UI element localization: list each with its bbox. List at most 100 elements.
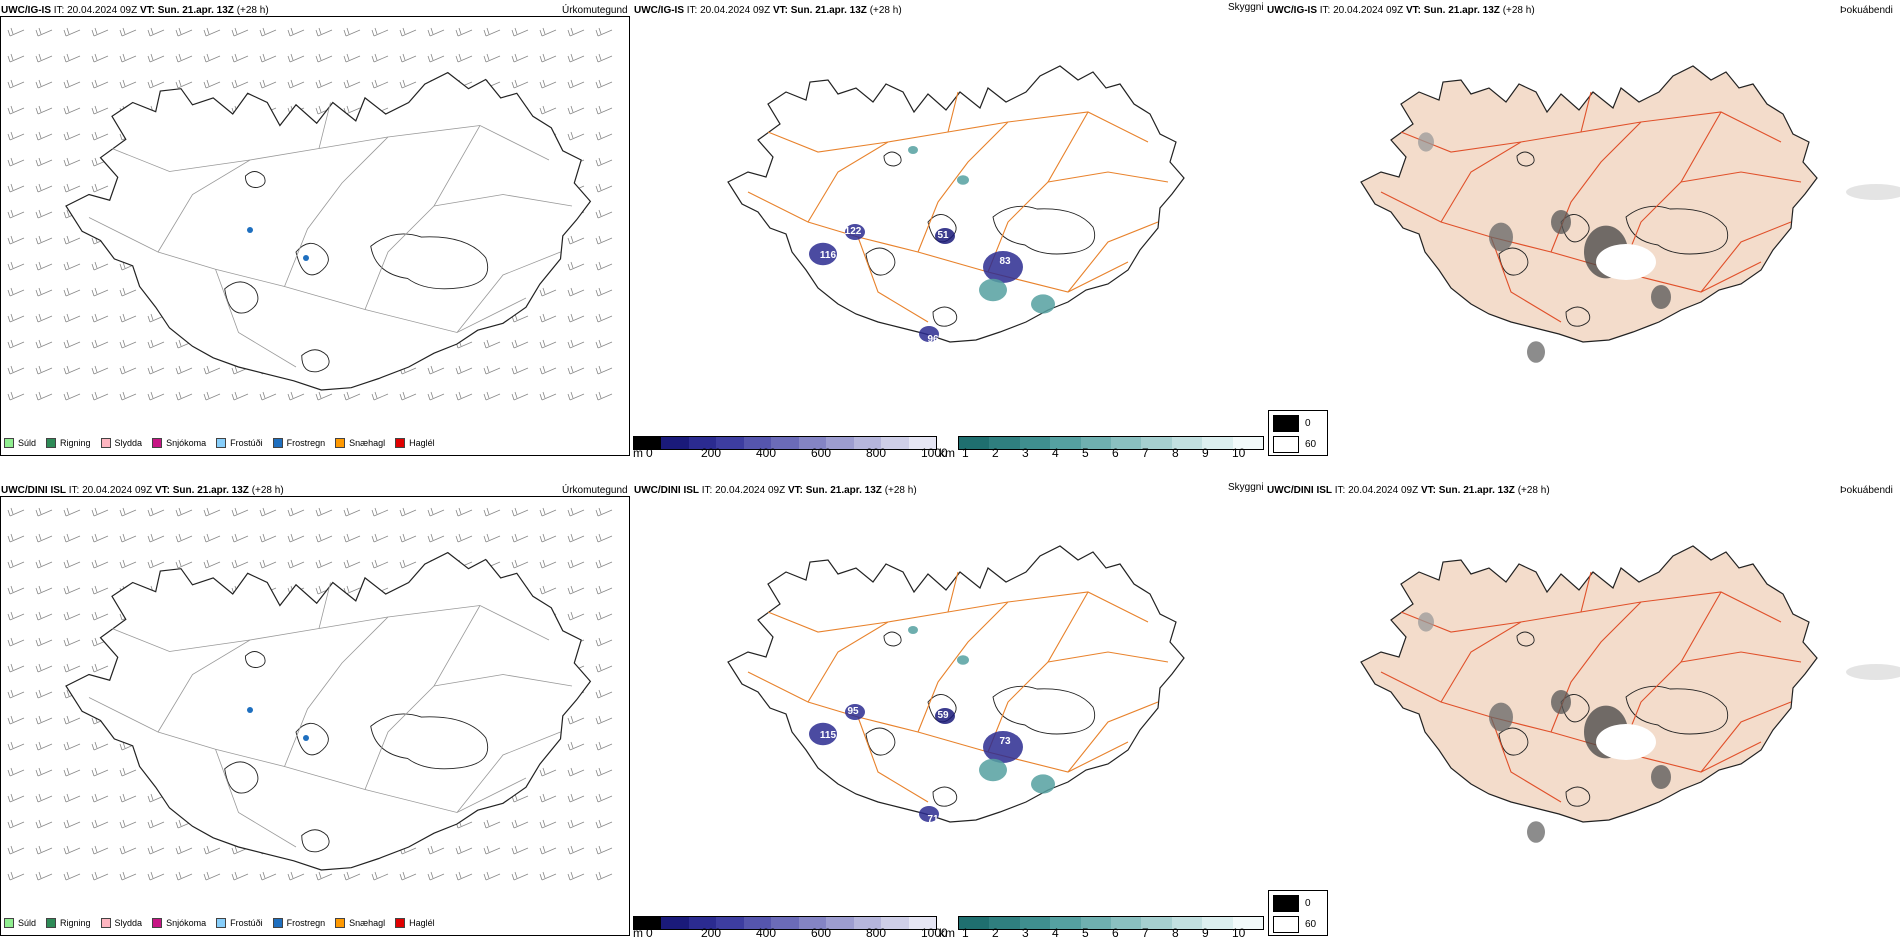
wind-barb-icon bbox=[35, 611, 53, 621]
visibility-tick: 8 bbox=[1172, 926, 1179, 940]
cloud-area bbox=[957, 175, 969, 185]
wind-barb-icon bbox=[7, 131, 25, 141]
visibility-tick: 7 bbox=[1142, 926, 1149, 940]
wind-barb-icon bbox=[483, 27, 501, 37]
wind-barb-icon bbox=[595, 689, 613, 699]
wind-barb-icon bbox=[175, 871, 193, 881]
legend-swatch bbox=[46, 438, 57, 448]
wind-barb-icon bbox=[567, 585, 585, 595]
legend-swatch bbox=[216, 918, 227, 928]
colorbar-segment bbox=[881, 917, 909, 929]
fog-legend-row: 0 bbox=[1273, 895, 1323, 912]
wind-barb-icon bbox=[567, 559, 585, 569]
visibility-tick: 10 bbox=[1232, 446, 1246, 460]
precip-frame bbox=[0, 16, 630, 456]
wind-barb-icon bbox=[35, 663, 53, 673]
wind-barb-icon bbox=[63, 53, 81, 63]
glacier-contour bbox=[295, 242, 329, 276]
wind-barb-icon bbox=[203, 79, 221, 89]
wind-barb-icon bbox=[175, 559, 193, 569]
wind-barb-icon bbox=[595, 157, 613, 167]
wind-barb-icon bbox=[567, 313, 585, 323]
road-line bbox=[987, 591, 1089, 753]
road-line bbox=[433, 194, 573, 207]
legend-label: Frostúði bbox=[230, 438, 263, 448]
wind-barb-icon bbox=[63, 871, 81, 881]
visibility-unit: km bbox=[939, 926, 955, 940]
road-line bbox=[1047, 651, 1169, 663]
wind-barb-icon bbox=[567, 339, 585, 349]
colorbar-segment bbox=[1080, 917, 1112, 929]
glacier-contour bbox=[1498, 727, 1529, 756]
wind-barb-icon bbox=[567, 391, 585, 401]
wind-barb-icon bbox=[175, 53, 193, 63]
legend-item: Rigning bbox=[46, 438, 91, 448]
legend-item: Haglél bbox=[395, 438, 435, 448]
legend-swatch bbox=[100, 438, 111, 448]
road-line bbox=[767, 611, 889, 633]
ceiling-tick: 0 bbox=[646, 446, 653, 460]
glacier-contour bbox=[301, 349, 330, 373]
legend-item: Frostregn bbox=[272, 918, 325, 928]
wind-barb-icon bbox=[175, 533, 193, 543]
wind-barb-icon bbox=[399, 871, 417, 881]
cloud-area bbox=[809, 242, 837, 266]
fog-area bbox=[1551, 210, 1571, 234]
road-line bbox=[1490, 236, 1562, 323]
wind-barb-icon bbox=[35, 157, 53, 167]
iceland-outline bbox=[1360, 545, 1818, 823]
wind-barb-icon bbox=[91, 53, 109, 63]
wind-barb-icon bbox=[63, 611, 81, 621]
legend-item: Frostregn bbox=[272, 438, 325, 448]
wind-barb-icon bbox=[567, 819, 585, 829]
wind-barb-icon bbox=[231, 871, 249, 881]
wind-barb-icon bbox=[35, 79, 53, 89]
wind-barb-icon bbox=[511, 819, 529, 829]
panel-title: Þokuábendi bbox=[1840, 5, 1893, 16]
legend-item: Slydda bbox=[100, 438, 142, 448]
wind-barb-icon bbox=[399, 27, 417, 37]
wind-barb-icon bbox=[539, 365, 557, 375]
wind-barb-icon bbox=[35, 533, 53, 543]
wind-barb-icon bbox=[455, 845, 473, 855]
wind-barb-icon bbox=[63, 79, 81, 89]
wind-barb-icon bbox=[343, 559, 361, 569]
road-line bbox=[857, 236, 929, 323]
iceland-outline bbox=[65, 71, 592, 391]
fog-legend-label: 0 bbox=[1305, 418, 1311, 429]
wind-barb-icon bbox=[287, 79, 305, 89]
panel-title: Úrkomutegund bbox=[562, 485, 628, 496]
fog-legend-row: 60 bbox=[1273, 916, 1323, 933]
legend-label: Súld bbox=[18, 438, 37, 448]
colorbar-segment bbox=[634, 917, 662, 929]
ceiling-tick: 0 bbox=[646, 926, 653, 940]
wind-barb-icon bbox=[91, 845, 109, 855]
wind-barb-icon bbox=[63, 391, 81, 401]
fog-legend-label: 0 bbox=[1305, 898, 1311, 909]
wind-barb-icon bbox=[539, 559, 557, 569]
wind-barb-icon bbox=[147, 533, 165, 543]
fog-legend-swatch bbox=[1273, 415, 1299, 432]
wind-barb-icon bbox=[483, 845, 501, 855]
wind-barb-icon bbox=[511, 507, 529, 517]
wind-barb-icon bbox=[595, 793, 613, 803]
wind-barb-icon bbox=[315, 391, 333, 401]
wind-barb-icon bbox=[7, 287, 25, 297]
iceland-outline bbox=[1360, 65, 1818, 343]
glacier-contour bbox=[301, 829, 330, 853]
fog-legend-swatch bbox=[1273, 916, 1299, 933]
road-line bbox=[1700, 701, 1792, 773]
wind-barb-icon bbox=[455, 533, 473, 543]
fog-area bbox=[1527, 821, 1545, 843]
wind-barb-icon bbox=[427, 27, 445, 37]
road-line bbox=[111, 628, 251, 652]
panel-header: UWC/DINI ISL IT: 20.04.2024 09Z VT: Sun.… bbox=[1, 485, 284, 496]
wind-barb-icon bbox=[91, 507, 109, 517]
colorbar-segment bbox=[688, 917, 717, 929]
visibility-colorbar bbox=[958, 436, 1264, 450]
road-line bbox=[1400, 131, 1522, 153]
wind-barb-icon bbox=[343, 533, 361, 543]
wind-barb-icon bbox=[539, 871, 557, 881]
wind-barb-icon bbox=[35, 741, 53, 751]
cloud-map: 116 122 51 83 96 bbox=[727, 65, 1185, 345]
